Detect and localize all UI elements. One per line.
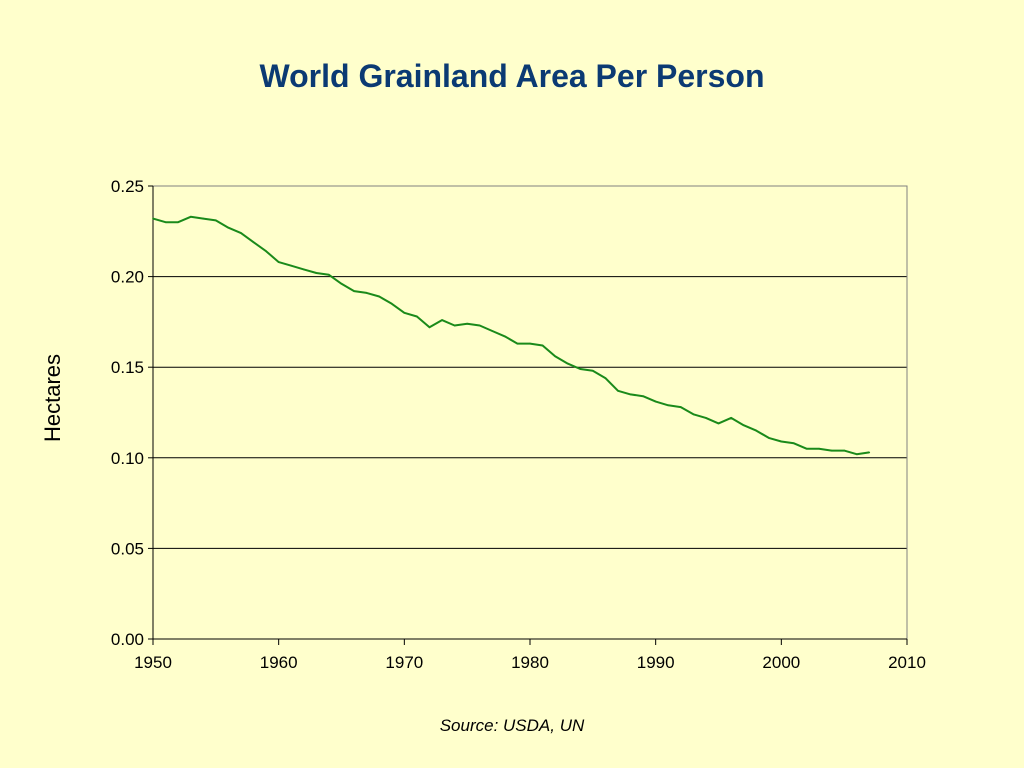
y-tick-label: 0.00 xyxy=(111,630,144,649)
data-point xyxy=(202,217,205,220)
data-point xyxy=(227,226,230,229)
y-axis: 0.00 0.05 0.10 0.15 0.20 0.25 xyxy=(111,177,154,649)
data-point xyxy=(277,261,280,263)
data-point xyxy=(504,335,506,338)
data-point xyxy=(830,449,833,452)
y-tick-label: 0.15 xyxy=(111,358,144,377)
y-axis-title: Hectares xyxy=(40,354,65,442)
data-point xyxy=(855,453,858,456)
data-point xyxy=(541,344,544,347)
data-point xyxy=(730,417,732,419)
data-point xyxy=(466,322,469,325)
data-point xyxy=(215,219,217,222)
data-point xyxy=(692,413,695,416)
data-point xyxy=(654,400,657,403)
data-point xyxy=(742,424,745,427)
x-tick-label: 1960 xyxy=(260,653,298,672)
data-point xyxy=(554,355,556,358)
plot-area-border xyxy=(152,185,908,640)
data-point xyxy=(516,342,519,345)
chart-title: World Grainland Area Per Person xyxy=(259,58,765,94)
data-point xyxy=(378,295,381,298)
data-point xyxy=(629,393,632,396)
data-point xyxy=(793,442,795,445)
y-tick-label: 0.20 xyxy=(111,268,144,287)
data-point xyxy=(805,447,808,450)
data-point xyxy=(579,368,582,370)
y-tick-label: 0.10 xyxy=(111,449,144,468)
data-point xyxy=(642,395,644,398)
data-point xyxy=(164,221,167,223)
data-point xyxy=(265,250,267,252)
x-tick-label: 1970 xyxy=(385,653,423,672)
data-point xyxy=(780,440,783,443)
data-point xyxy=(365,292,368,294)
data-point xyxy=(416,315,418,318)
x-tick-label: 1990 xyxy=(637,653,675,672)
data-point xyxy=(604,377,607,379)
data-point xyxy=(617,390,619,392)
data-point xyxy=(177,221,179,223)
data-point xyxy=(353,290,355,292)
data-point xyxy=(340,283,343,285)
y-tick-label: 0.25 xyxy=(111,177,144,196)
series-line-group xyxy=(152,215,871,456)
data-point xyxy=(478,324,481,327)
data-point xyxy=(705,417,707,419)
data-point xyxy=(868,451,871,454)
data-point xyxy=(566,362,569,365)
data-point xyxy=(240,232,242,234)
data-point xyxy=(152,217,154,220)
data-point xyxy=(755,429,757,432)
data-point xyxy=(453,324,456,327)
series-line xyxy=(152,215,870,456)
data-point xyxy=(189,216,192,218)
data-point xyxy=(303,268,305,271)
x-axis: 1950 1960 1970 1980 1990 2000 2010 xyxy=(134,638,926,672)
x-tick-label: 1950 xyxy=(134,653,172,672)
data-point xyxy=(391,303,393,305)
data-point xyxy=(592,370,594,372)
data-point xyxy=(680,406,682,408)
data-point xyxy=(667,404,669,407)
source-note: Source: USDA, UN xyxy=(439,716,585,735)
x-tick-label: 2010 xyxy=(888,653,926,672)
data-point xyxy=(818,447,820,450)
data-point xyxy=(441,319,443,321)
data-point xyxy=(428,326,431,329)
data-point xyxy=(403,312,406,314)
data-point xyxy=(252,241,255,243)
data-point xyxy=(315,272,318,274)
data-point xyxy=(529,342,531,345)
x-tick-label: 2000 xyxy=(762,653,800,672)
data-point xyxy=(491,330,494,332)
gridlines xyxy=(153,276,907,549)
data-point xyxy=(328,274,330,276)
data-point xyxy=(768,437,770,439)
data-point xyxy=(717,422,720,425)
data-point xyxy=(290,264,293,267)
x-tick-label: 1980 xyxy=(511,653,549,672)
y-tick-label: 0.05 xyxy=(111,539,144,558)
data-point xyxy=(843,449,845,452)
